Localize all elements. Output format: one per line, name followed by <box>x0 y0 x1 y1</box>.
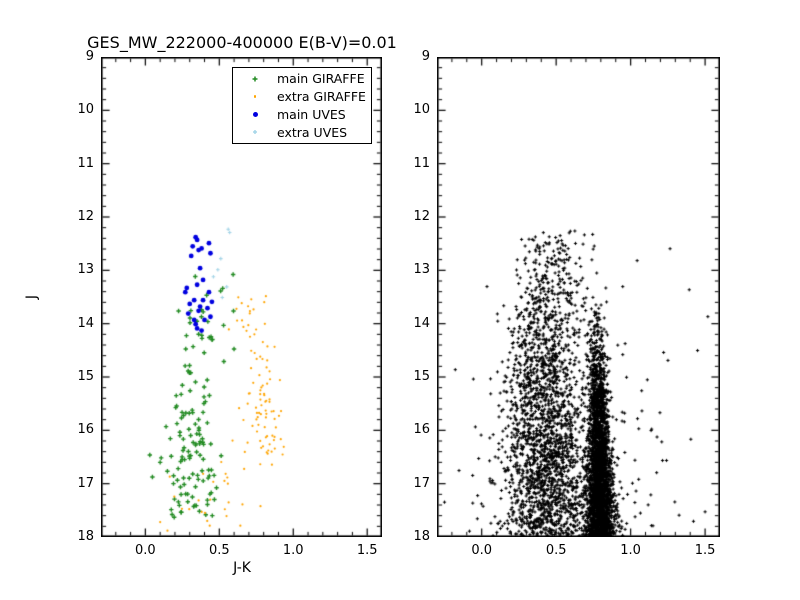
y-tick-label: 14 <box>77 315 94 331</box>
extra-giraffe-dot-icon <box>253 95 257 98</box>
legend-marker-extra-giraffe <box>233 95 277 98</box>
legend-item-extra-uves: extra UVES <box>233 123 371 141</box>
legend-label: main UVES <box>277 106 346 122</box>
y-tick-label: 15 <box>77 369 94 384</box>
legend-marker-main-giraffe <box>233 74 277 84</box>
right-plot-canvas <box>437 57 720 537</box>
x-tick-label: 1.5 <box>694 543 716 558</box>
y-tick-label: 17 <box>413 475 430 491</box>
x-axis-label: J-K <box>233 560 251 576</box>
chart-title: GES_MW_222000-400000 E(B-V)=0.01 <box>87 33 397 52</box>
y-tick-label: 12 <box>77 209 94 224</box>
legend: main GIRAFFE extra GIRAFFE main UVES ext… <box>232 67 372 144</box>
x-tick-label: 1.5 <box>356 543 378 558</box>
y-tick-label: 18 <box>77 529 94 544</box>
legend-label: extra GIRAFFE <box>277 89 366 105</box>
legend-label: main GIRAFFE <box>277 71 365 87</box>
y-tick-label: 11 <box>77 155 94 171</box>
y-tick-label: 17 <box>77 475 94 491</box>
y-tick-label: 10 <box>413 102 430 118</box>
y-tick-label: 15 <box>413 369 430 384</box>
main-uves-dot-icon <box>252 111 258 117</box>
y-tick-label: 16 <box>413 422 430 438</box>
y-tick-label: 16 <box>77 422 94 438</box>
legend-item-main-uves: main UVES <box>233 106 371 124</box>
x-tick-label: 0.0 <box>135 543 156 558</box>
legend-label: extra UVES <box>277 124 348 140</box>
x-tick-label: 0.5 <box>208 543 230 558</box>
y-tick-label: 13 <box>77 262 94 278</box>
y-axis-label: J <box>24 294 41 300</box>
x-tick-label: 0.0 <box>471 543 493 558</box>
y-tick-label: 9 <box>421 49 430 64</box>
legend-marker-main-uves <box>233 111 277 117</box>
y-tick-label: 10 <box>77 102 94 118</box>
y-tick-label: 12 <box>413 209 430 224</box>
legend-item-extra-giraffe: extra GIRAFFE <box>233 88 371 106</box>
y-tick-label: 18 <box>413 529 430 544</box>
extra-uves-plus-icon <box>253 130 257 135</box>
main-giraffe-plus-icon <box>252 76 258 82</box>
y-tick-label: 11 <box>413 155 430 171</box>
legend-item-main-giraffe: main GIRAFFE <box>233 70 371 88</box>
y-tick-label: 9 <box>85 49 94 64</box>
x-tick-label: 1.0 <box>282 543 304 558</box>
x-tick-label: 1.0 <box>620 543 641 558</box>
y-tick-label: 13 <box>413 262 430 278</box>
y-tick-label: 14 <box>413 315 430 331</box>
x-tick-label: 0.5 <box>545 543 567 558</box>
legend-marker-extra-uves <box>233 127 277 137</box>
